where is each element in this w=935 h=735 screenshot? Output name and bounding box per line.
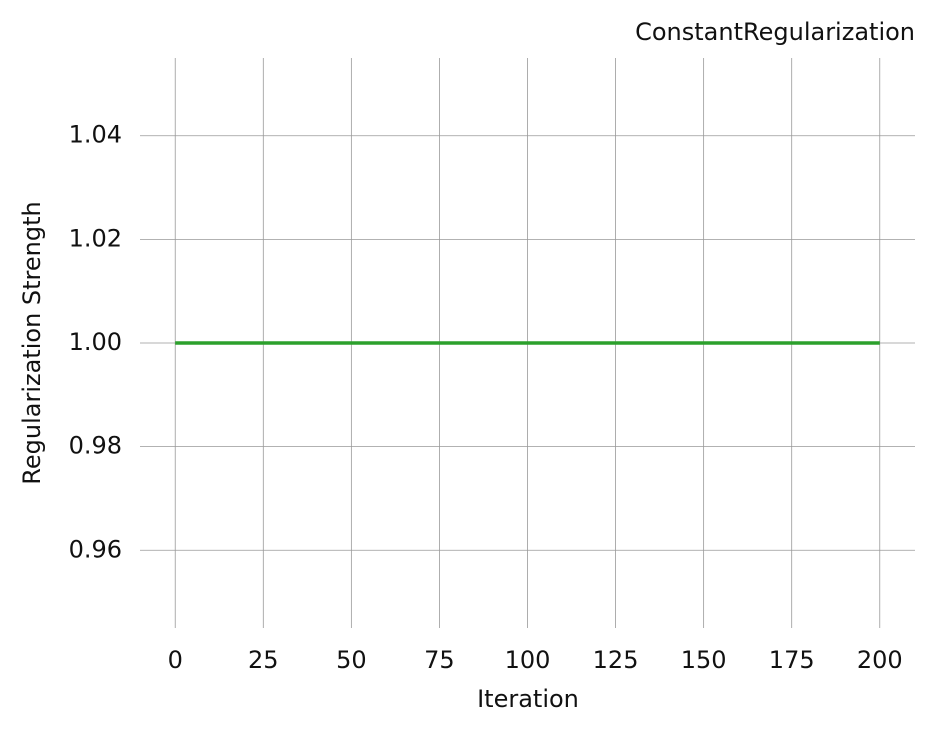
- y-tick-label: 1.04: [69, 121, 122, 149]
- x-tick-label: 200: [857, 646, 903, 674]
- y-tick-label: 1.00: [69, 328, 122, 356]
- x-tick-label: 150: [681, 646, 727, 674]
- chart-title: ConstantRegularization: [635, 18, 915, 46]
- x-tick-label: 0: [168, 646, 183, 674]
- y-tick-label: 1.02: [69, 224, 122, 252]
- x-tick-label: 25: [248, 646, 279, 674]
- x-tick-label: 125: [593, 646, 639, 674]
- x-tick-label: 75: [424, 646, 455, 674]
- y-tick-label: 0.98: [69, 432, 122, 460]
- x-tick-label: 100: [505, 646, 551, 674]
- x-tick-label: 50: [336, 646, 367, 674]
- x-axis-label: Iteration: [477, 685, 579, 713]
- y-tick-label: 0.96: [69, 535, 122, 563]
- y-axis-label: Regularization Strength: [18, 201, 46, 484]
- x-tick-label: 175: [769, 646, 815, 674]
